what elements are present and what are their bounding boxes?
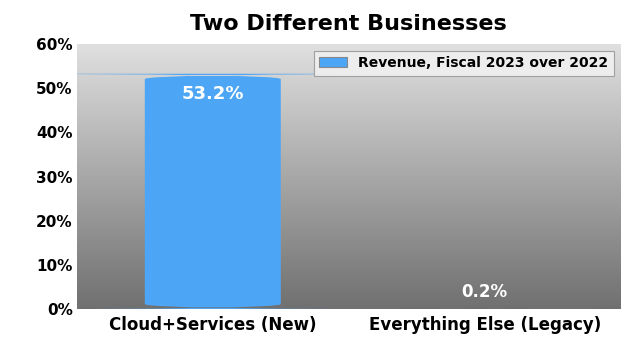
Text: 53.2%: 53.2% <box>182 85 244 103</box>
Text: 0.2%: 0.2% <box>461 282 508 301</box>
Legend: Revenue, Fiscal 2023 over 2022: Revenue, Fiscal 2023 over 2022 <box>314 51 614 76</box>
FancyBboxPatch shape <box>0 74 471 309</box>
Title: Two Different Businesses: Two Different Businesses <box>191 14 507 34</box>
